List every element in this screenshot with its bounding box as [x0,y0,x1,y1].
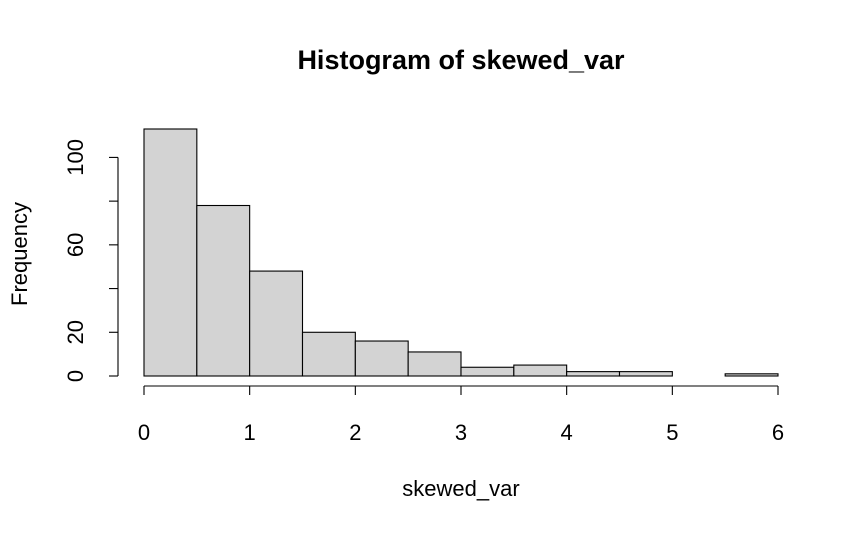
y-tick-label: 100 [63,139,88,176]
y-tick-label: 0 [63,370,88,382]
histogram-bar [618,371,673,377]
x-axis-label: skewed_var [402,476,519,501]
histogram-bar [249,270,304,377]
x-tick-label: 3 [455,420,467,445]
x-axis: 0 1 2 3 4 5 6 [138,385,784,445]
x-tick-label: 1 [244,420,256,445]
x-tick-label: 0 [138,420,150,445]
y-axis: 0 20 60 100 [63,139,119,382]
histogram-bar [724,373,779,377]
y-tick-label: 60 [63,233,88,257]
histogram-bar [513,364,568,377]
histogram-bar [301,331,356,377]
y-axis-label: Frequency [7,202,32,306]
x-tick-label: 4 [561,420,573,445]
x-tick-label: 2 [349,420,361,445]
histogram-bar [354,340,409,377]
histogram-bar [143,128,198,377]
bars-group [143,128,779,377]
histogram-bar [566,371,621,377]
y-tick-label: 20 [63,320,88,344]
chart-title: Histogram of skewed_var [297,45,625,75]
x-tick-label: 6 [772,420,784,445]
histogram-bar [460,366,515,377]
histogram-bar [196,204,251,377]
histogram-bar [407,351,462,377]
x-tick-label: 5 [666,420,678,445]
